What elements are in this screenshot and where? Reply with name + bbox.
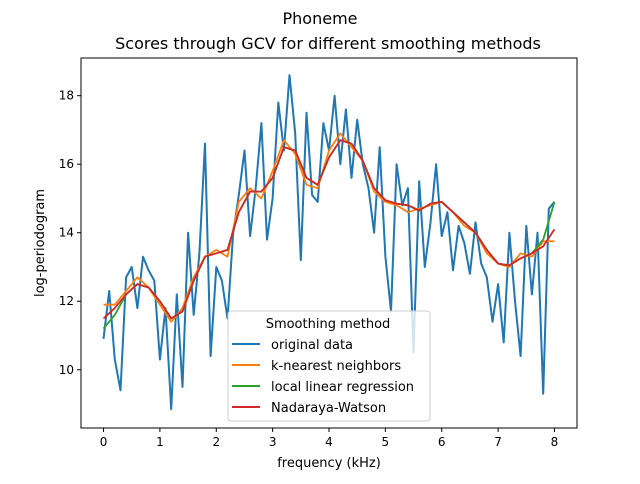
chart-subtitle: Scores through GCV for different smoothi… [115, 34, 541, 53]
legend-label: local linear regression [271, 380, 414, 395]
x-tick-label: 3 [269, 435, 277, 449]
legend-title: Smoothing method [266, 317, 391, 332]
y-tick-label: 12 [59, 294, 74, 308]
x-tick-label: 2 [212, 435, 220, 449]
x-tick-label: 4 [325, 435, 333, 449]
x-tick-label: 8 [551, 435, 559, 449]
series-line-nadaraya-watson [102, 139, 556, 320]
y-tick-label: 14 [59, 226, 74, 240]
y-tick-label: 18 [59, 89, 74, 103]
legend-label: k-nearest neighbors [271, 359, 401, 374]
legend-label: original data [271, 338, 353, 353]
y-tick-label: 10 [59, 363, 74, 377]
legend: Smoothing method original data k-nearest … [227, 310, 431, 422]
y-axis-label: log-periodogram [33, 189, 48, 297]
legend-box [227, 310, 431, 422]
x-tick-label: 0 [100, 435, 108, 449]
x-tick-label: 7 [494, 435, 502, 449]
x-tick-label: 6 [438, 435, 446, 449]
series-layer [102, 74, 556, 411]
legend-label: Nadaraya-Watson [271, 401, 386, 416]
y-tick-label: 16 [59, 157, 74, 171]
x-axis-label: frequency (kHz) [277, 456, 381, 471]
chart-title: Phoneme [283, 9, 358, 28]
x-tick-label: 5 [382, 435, 390, 449]
x-tick-label: 1 [156, 435, 164, 449]
